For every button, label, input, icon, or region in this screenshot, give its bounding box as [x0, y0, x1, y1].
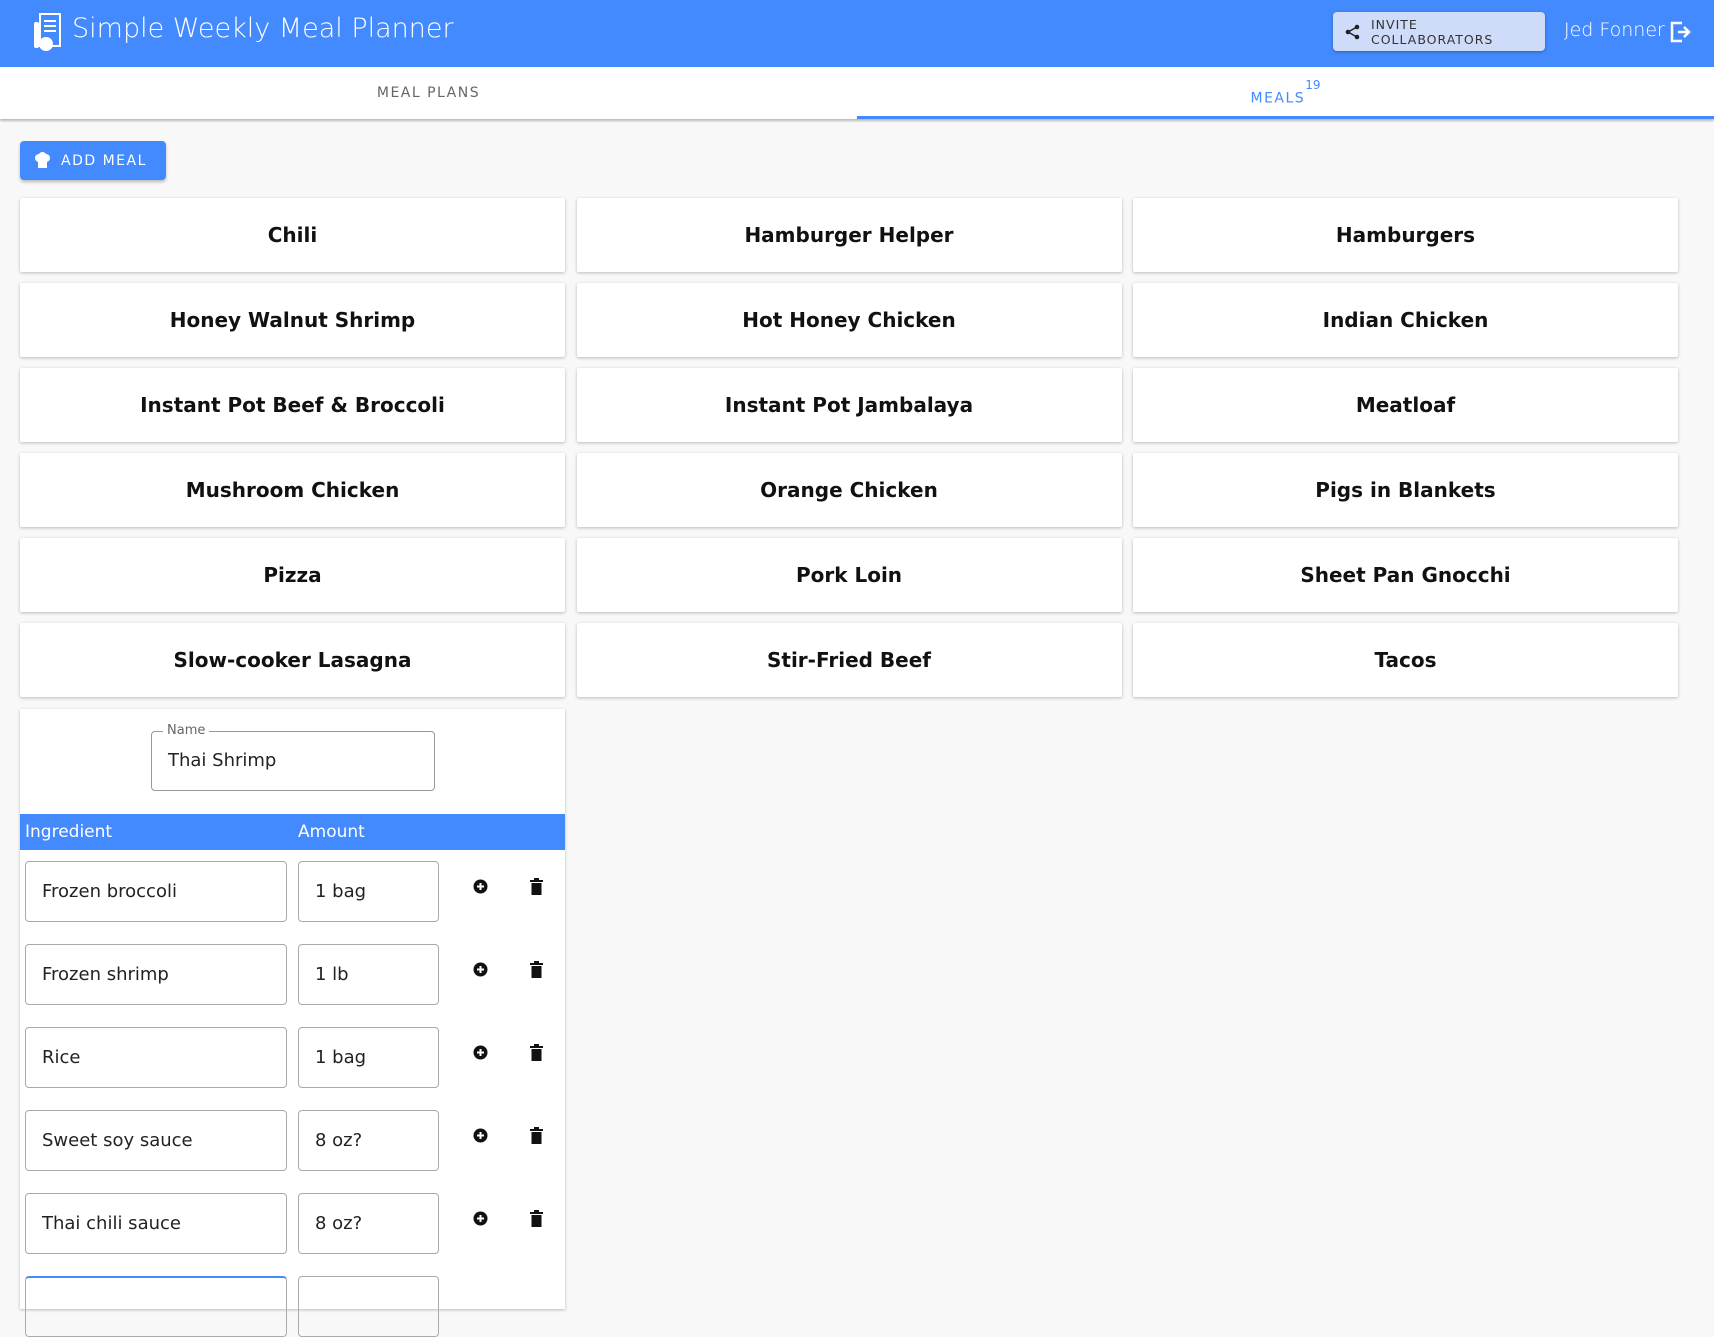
invite-label: INVITE COLLABORATORS	[1370, 16, 1494, 47]
tab-label: MEALS	[1250, 90, 1306, 107]
amount-input[interactable]: 1 bag	[298, 1027, 439, 1088]
meal-card[interactable]: Meatloaf	[1133, 368, 1678, 442]
meal-card[interactable]: Chili	[20, 198, 565, 272]
ingredient-input[interactable]: Frozen shrimp	[25, 944, 287, 1005]
tab-meals[interactable]: MEALS19	[857, 67, 1714, 119]
meal-card[interactable]: Mushroom Chicken	[20, 453, 565, 527]
meal-card[interactable]: Slow-cooker Lasagna	[20, 623, 565, 697]
delete-ingredient-icon[interactable]	[530, 1044, 543, 1061]
app-header: Simple Weekly Meal Planner INVITE COLLAB…	[0, 0, 1714, 67]
ingredient-row: Sweet soy sauce 8 oz?	[25, 1110, 565, 1171]
meal-card[interactable]: Hamburger Helper	[576, 198, 1122, 272]
logout-icon[interactable]	[1668, 20, 1692, 44]
tab-meal-plans[interactable]: MEAL PLANS	[0, 67, 857, 119]
amount-input[interactable]: 8 oz?	[298, 1193, 439, 1254]
meal-card[interactable]: Pigs in Blankets	[1133, 453, 1678, 527]
meal-card[interactable]: Pizza	[20, 538, 565, 612]
meal-editor: Name Thai Shrimp Ingredient Amount Froze…	[20, 709, 565, 1337]
add-meal-label: ADD MEAL	[61, 152, 147, 169]
tab-label: MEAL PLANS	[376, 85, 481, 101]
ingredient-row: Thai chili sauce 8 oz?	[25, 1193, 565, 1254]
amount-input[interactable]: 1 lb	[298, 944, 439, 1005]
app-title: Simple Weekly Meal Planner	[72, 13, 454, 44]
delete-ingredient-icon[interactable]	[530, 1210, 543, 1227]
name-label: Name	[163, 723, 210, 738]
meal-card[interactable]: Instant Pot Jambalaya	[576, 368, 1122, 442]
ingredient-input[interactable]	[25, 1276, 287, 1337]
meal-card[interactable]: Pork Loin	[576, 538, 1122, 612]
add-ingredient-icon[interactable]	[473, 1045, 488, 1060]
share-icon	[1345, 24, 1360, 39]
ingredient-input[interactable]: Sweet soy sauce	[25, 1110, 287, 1171]
meal-card[interactable]: Honey Walnut Shrimp	[20, 283, 565, 357]
meal-card[interactable]: Hamburgers	[1133, 198, 1678, 272]
ingredient-row: Frozen shrimp 1 lb	[25, 944, 565, 1005]
meal-name-input[interactable]: Name Thai Shrimp	[151, 723, 435, 791]
meal-card[interactable]: Indian Chicken	[1133, 283, 1678, 357]
invite-collaborators-button[interactable]: INVITE COLLABORATORS	[1333, 12, 1545, 51]
ingredient-row-partial	[25, 1276, 565, 1337]
amount-input[interactable]	[298, 1276, 439, 1337]
meal-card[interactable]: Stir-Fried Beef	[576, 623, 1122, 697]
chef-hat-icon	[35, 152, 50, 168]
meal-card[interactable]: Sheet Pan Gnocchi	[1133, 538, 1678, 612]
meal-name-value: Thai Shrimp	[168, 750, 277, 771]
meal-planner-logo-icon	[34, 13, 61, 51]
ingredient-row: Frozen broccoli 1 bag	[25, 861, 565, 922]
column-amount: Amount	[298, 822, 365, 842]
ingredient-table-header: Ingredient Amount	[20, 814, 565, 850]
amount-input[interactable]: 8 oz?	[298, 1110, 439, 1171]
ingredient-row: Rice 1 bag	[25, 1027, 565, 1088]
delete-ingredient-icon[interactable]	[530, 961, 543, 978]
user-name: Jed Fonner	[1564, 19, 1665, 41]
meal-card[interactable]: Instant Pot Beef & Broccoli	[20, 368, 565, 442]
amount-input[interactable]: 1 bag	[298, 861, 439, 922]
ingredient-input[interactable]: Rice	[25, 1027, 287, 1088]
add-meal-button[interactable]: ADD MEAL	[20, 141, 166, 180]
add-ingredient-icon[interactable]	[473, 879, 488, 894]
meal-grid: Chili Hamburger Helper Hamburgers Honey Wal…	[20, 198, 1678, 697]
ingredient-input[interactable]: Thai chili sauce	[25, 1193, 287, 1254]
delete-ingredient-icon[interactable]	[530, 1127, 543, 1144]
add-ingredient-icon[interactable]	[473, 1211, 488, 1226]
delete-ingredient-icon[interactable]	[530, 878, 543, 895]
meal-card[interactable]: Orange Chicken	[576, 453, 1122, 527]
column-ingredient: Ingredient	[25, 822, 113, 842]
ingredient-input[interactable]: Frozen broccoli	[25, 861, 287, 922]
meal-card[interactable]: Hot Honey Chicken	[576, 283, 1122, 357]
add-ingredient-icon[interactable]	[473, 1128, 488, 1143]
meal-card[interactable]: Tacos	[1133, 623, 1678, 697]
tab-bar: MEAL PLANS MEALS19	[0, 67, 1714, 119]
meals-count-badge: 19	[1305, 78, 1321, 92]
add-ingredient-icon[interactable]	[473, 962, 488, 977]
